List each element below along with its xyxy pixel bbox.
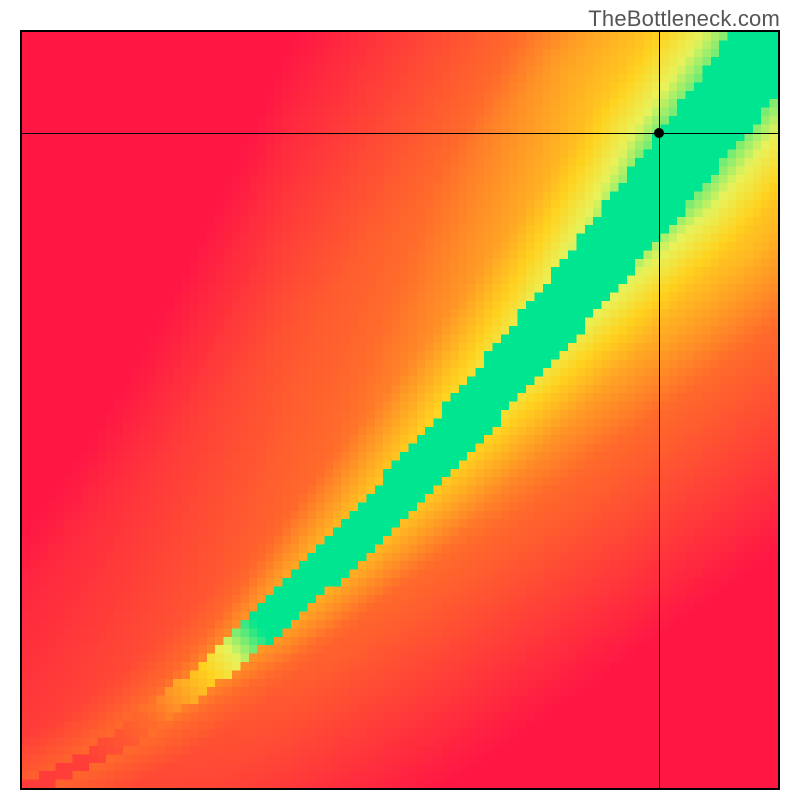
heatmap-chart — [20, 30, 780, 790]
crosshair-vertical — [659, 32, 660, 788]
heatmap-canvas — [22, 32, 778, 788]
crosshair-horizontal — [22, 133, 778, 134]
watermark-text: TheBottleneck.com — [588, 6, 780, 32]
